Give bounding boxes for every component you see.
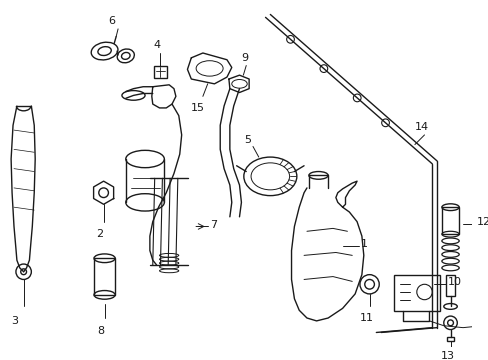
Text: 14: 14 xyxy=(414,122,428,132)
Text: 10: 10 xyxy=(447,277,461,287)
Text: 2: 2 xyxy=(96,229,103,239)
Text: 8: 8 xyxy=(97,326,104,336)
Text: 5: 5 xyxy=(243,135,250,145)
Text: 12: 12 xyxy=(476,217,488,227)
Text: 7: 7 xyxy=(210,220,217,230)
Text: 13: 13 xyxy=(440,351,454,360)
Text: 1: 1 xyxy=(360,239,367,249)
Text: 11: 11 xyxy=(359,313,373,323)
Bar xyxy=(446,337,453,341)
Text: 4: 4 xyxy=(153,40,160,50)
Bar xyxy=(94,258,115,295)
Bar xyxy=(153,66,167,78)
Bar xyxy=(441,207,458,234)
Text: 3: 3 xyxy=(11,316,19,326)
Text: 15: 15 xyxy=(191,103,204,113)
Text: 9: 9 xyxy=(241,53,248,63)
Text: 6: 6 xyxy=(108,16,115,26)
Bar xyxy=(393,275,439,311)
Bar xyxy=(445,275,454,296)
